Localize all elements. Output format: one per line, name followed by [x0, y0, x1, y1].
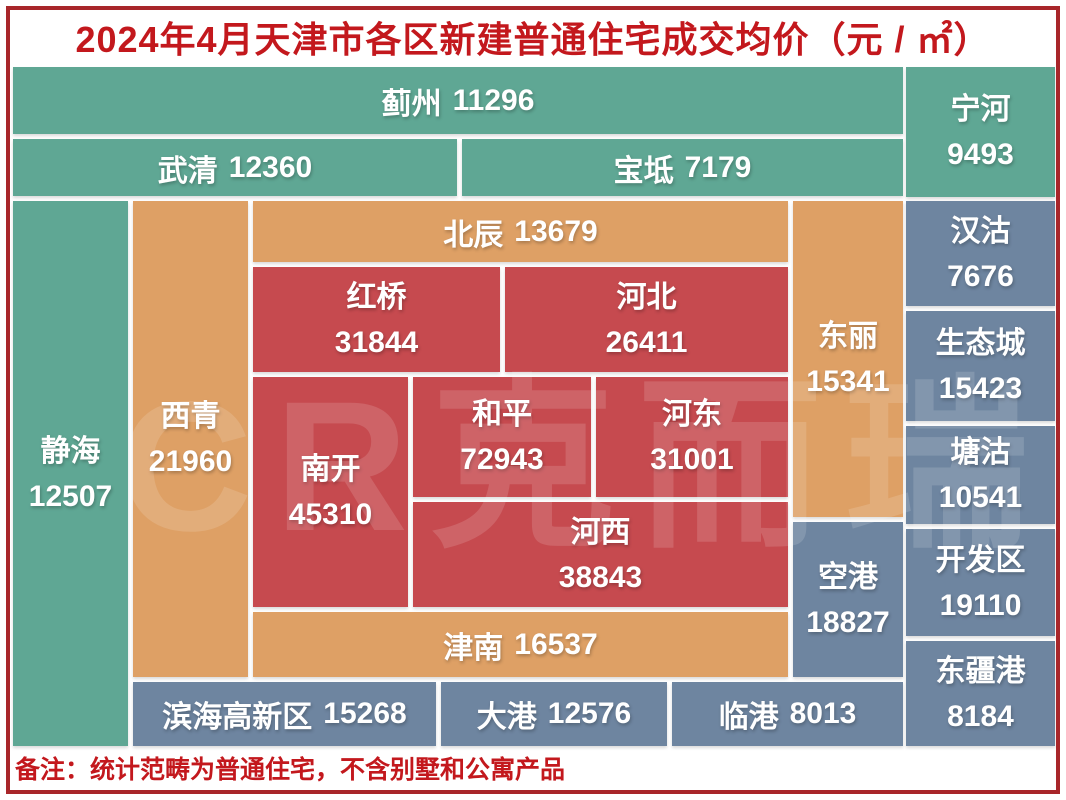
district-dagang: 大港 12576	[441, 682, 667, 746]
district-hangu: 汉沽 7676	[906, 201, 1055, 306]
district-value: 8013	[789, 697, 857, 730]
district-label: 红桥	[346, 280, 407, 314]
district-label: 塘沽	[950, 436, 1011, 469]
district-value: 26411	[605, 325, 688, 359]
district-label: 西青	[160, 400, 221, 433]
district-value: 38843	[558, 560, 643, 594]
district-value: 15423	[938, 372, 1023, 405]
district-value: 12360	[228, 150, 313, 184]
district-dongjianggang: 东疆港 8184	[906, 641, 1055, 746]
district-hedong: 河东 31001	[596, 377, 788, 497]
district-jizhou: 蓟州 11296	[13, 67, 903, 134]
district-label: 和平	[472, 398, 532, 431]
district-hexi: 河西 38843	[413, 502, 788, 607]
district-value: 18827	[806, 605, 890, 639]
district-label: 滨海高新区	[162, 701, 313, 734]
district-beichen: 北辰 13679	[253, 201, 788, 262]
district-tanggu: 塘沽 10541	[906, 426, 1055, 524]
district-label: 宝坻	[613, 154, 674, 188]
district-value: 12507	[28, 479, 113, 513]
footnote: 备注：统计范畴为普通住宅，不含别墅和公寓产品	[15, 756, 566, 784]
district-label: 大港	[476, 701, 537, 734]
district-hebei: 河北 26411	[505, 267, 788, 372]
district-label: 汉沽	[950, 214, 1011, 248]
district-value: 13679	[514, 214, 598, 248]
district-ninghe: 宁河 9493	[906, 67, 1055, 197]
district-label: 河西	[570, 515, 631, 549]
district-nankai: 南开 45310	[253, 377, 408, 607]
district-xiqing: 西青 21960	[133, 201, 248, 677]
district-value: 8184	[947, 699, 1014, 733]
district-konggang: 空港 18827	[793, 522, 903, 677]
district-label: 河北	[616, 280, 677, 314]
district-kaifaqu: 开发区 19110	[906, 529, 1055, 636]
district-label: 津南	[443, 631, 504, 665]
district-label: 生态城	[935, 327, 1026, 360]
district-shengtaicheng: 生态城 15423	[906, 311, 1055, 421]
district-value: 7179	[684, 150, 752, 184]
page-title: 2024年4月天津市各区新建普通住宅成交均价（元 / ㎡）	[75, 19, 991, 60]
district-wuqing: 武清 12360	[13, 139, 457, 196]
district-label: 武清	[157, 154, 218, 188]
district-value: 15268	[323, 697, 407, 730]
district-label: 临港	[718, 701, 779, 734]
district-label: 静海	[40, 434, 101, 468]
district-dongli: 东丽 15341	[793, 201, 903, 517]
district-value: 16537	[514, 627, 598, 661]
district-value: 10541	[938, 481, 1023, 514]
district-value: 15341	[806, 365, 890, 398]
district-value: 12576	[547, 697, 632, 730]
district-heping: 和平 72943	[413, 377, 591, 497]
district-jinghai: 静海 12507	[13, 201, 128, 746]
district-lingang: 临港 8013	[672, 682, 903, 746]
district-jinnan: 津南 16537	[253, 612, 788, 677]
district-binhai-gaoxinqu: 滨海高新区 15268	[133, 682, 436, 746]
district-value: 45310	[288, 498, 373, 531]
district-baodi: 宝坻 7179	[462, 139, 903, 196]
district-value: 31001	[650, 443, 734, 476]
district-value: 7676	[947, 259, 1014, 293]
district-label: 东丽	[818, 320, 878, 353]
district-label: 宁河	[950, 93, 1011, 126]
district-hongqiao: 红桥 31844	[253, 267, 500, 372]
district-value: 31844	[334, 325, 419, 359]
district-value: 19110	[939, 588, 1022, 622]
district-value: 72943	[460, 443, 544, 476]
district-value: 21960	[148, 445, 233, 478]
district-value: 9493	[947, 138, 1014, 171]
district-label: 南开	[300, 453, 361, 486]
district-label: 蓟州	[381, 87, 442, 121]
district-label: 东疆港	[935, 654, 1026, 688]
district-label: 开发区	[935, 543, 1026, 577]
district-label: 北辰	[443, 218, 504, 252]
district-label: 空港	[818, 560, 878, 594]
district-value: 11296	[452, 83, 535, 117]
district-label: 河东	[662, 398, 722, 431]
